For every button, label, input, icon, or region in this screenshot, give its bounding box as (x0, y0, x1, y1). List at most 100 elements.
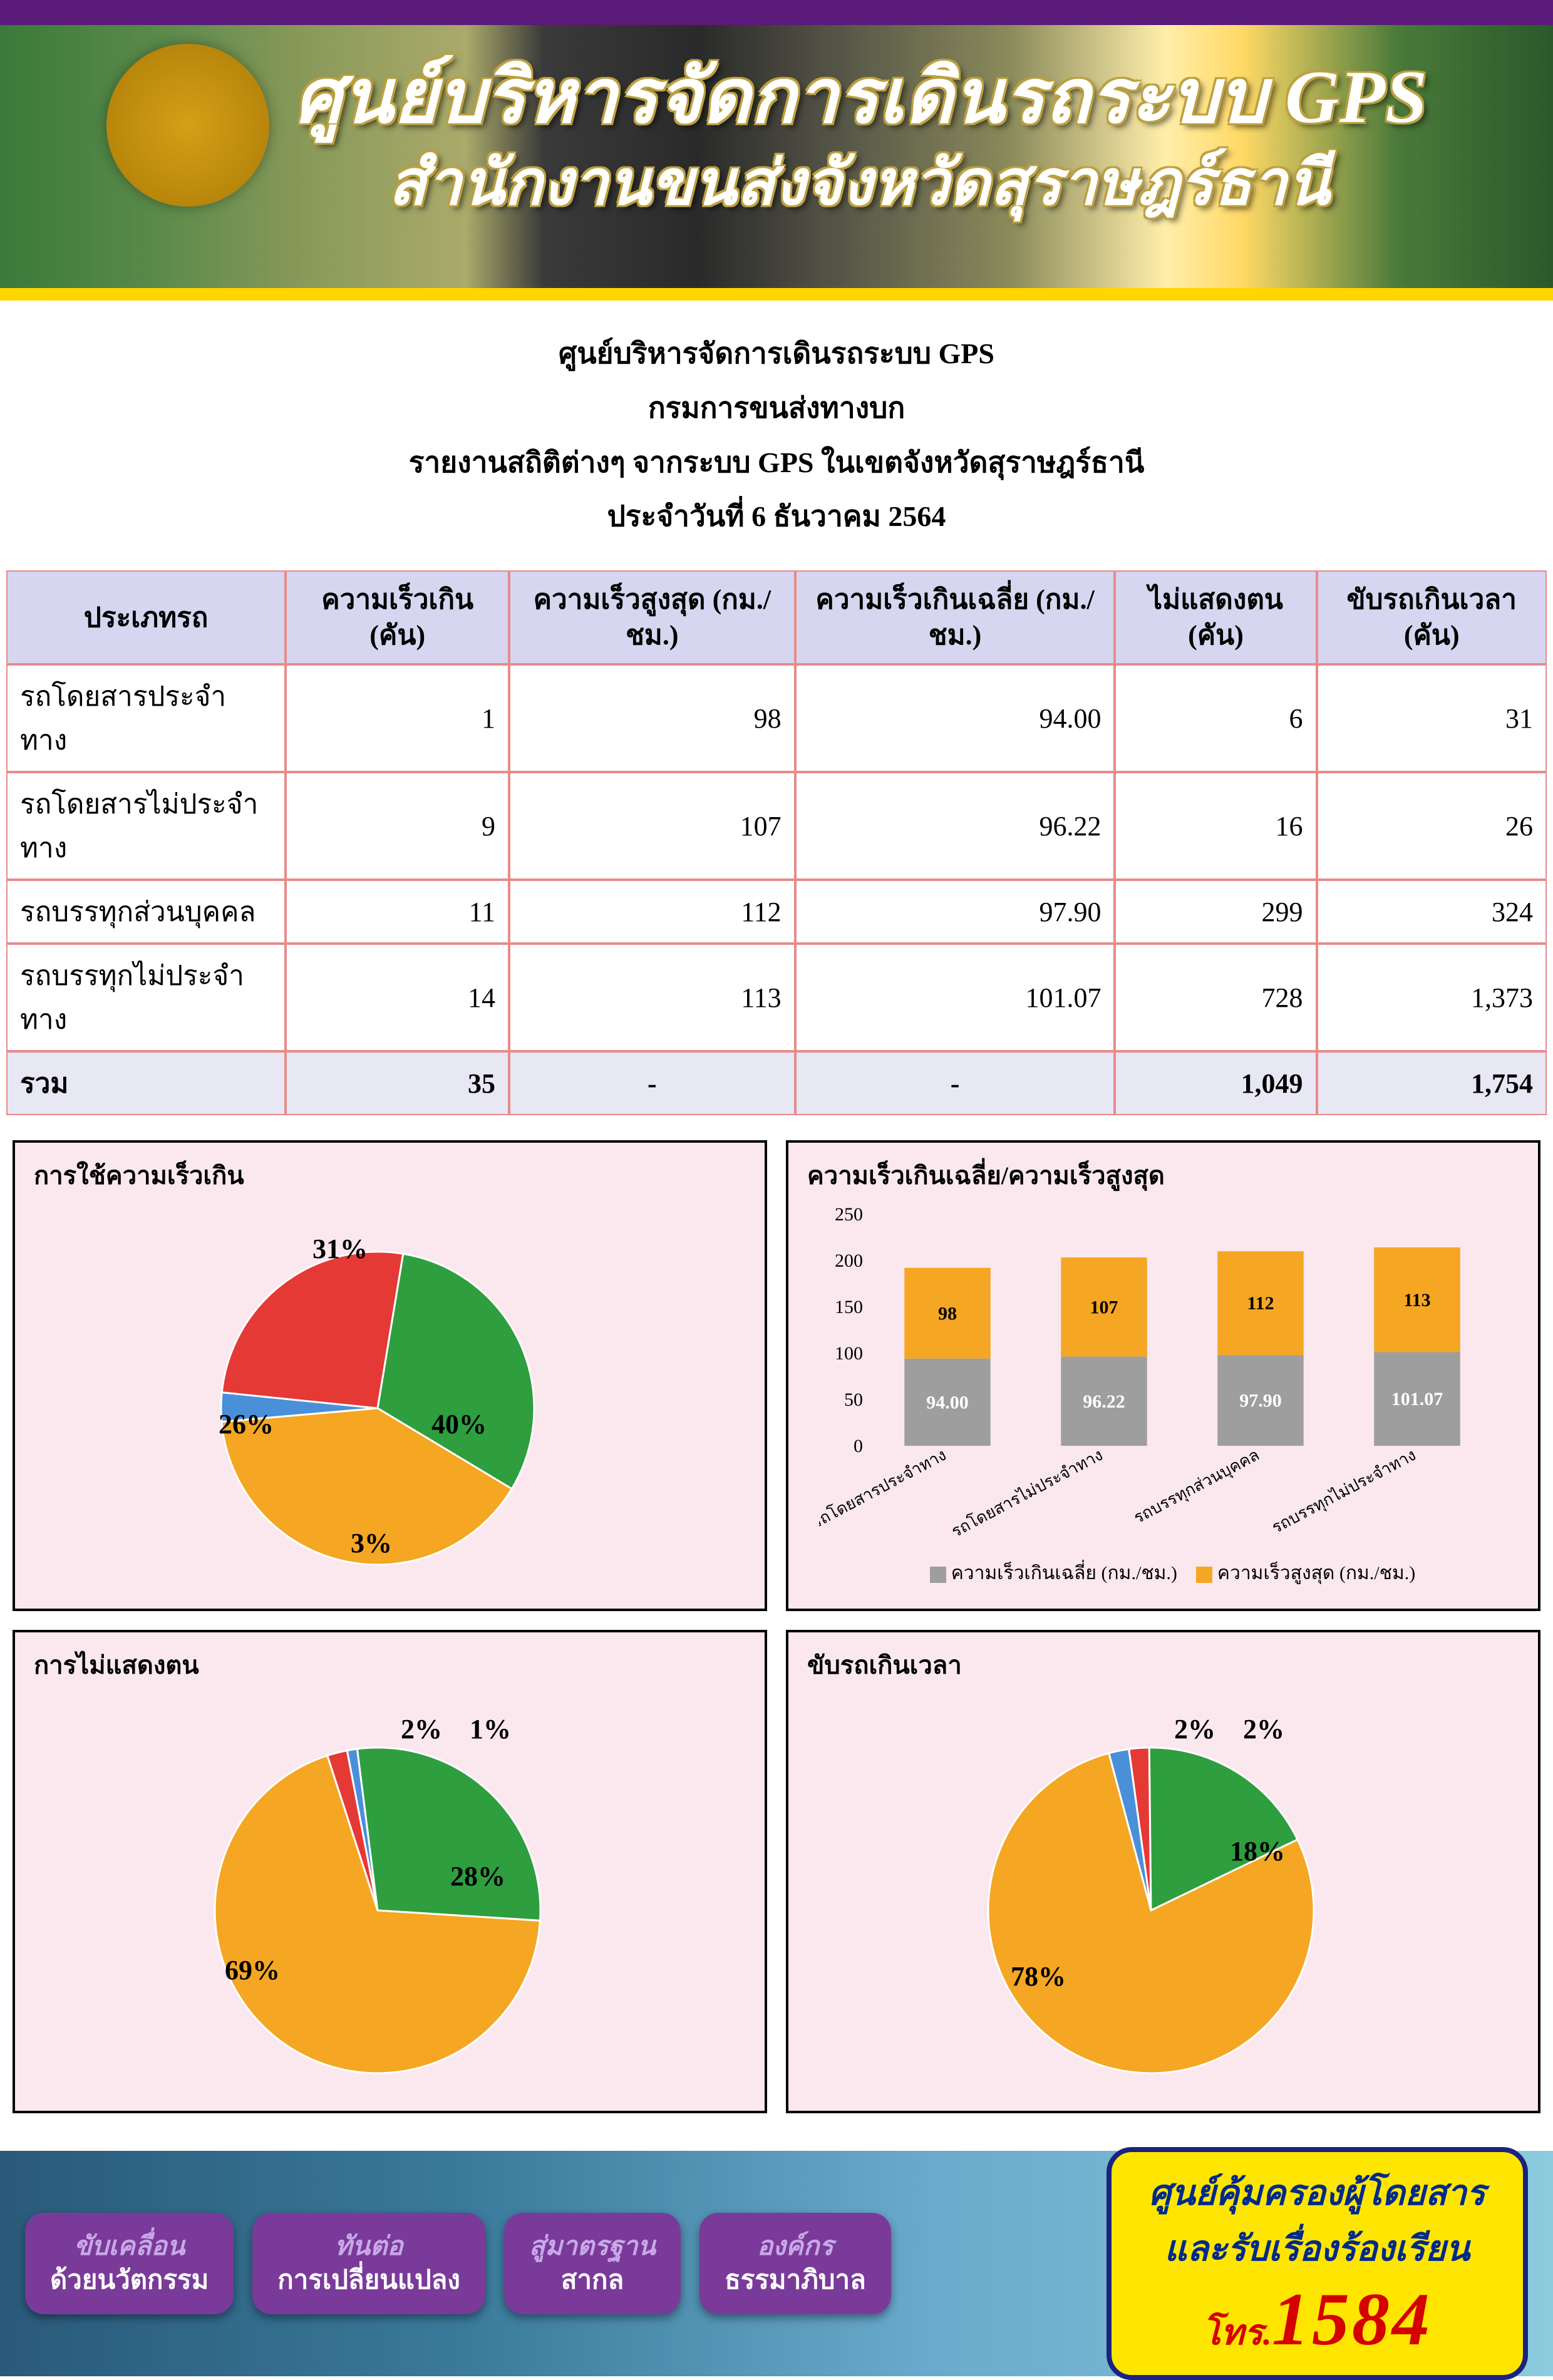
y-tick-label: 0 (854, 1436, 863, 1456)
bubble-top: ขับเคลื่อน (50, 2232, 209, 2262)
table-cell: 97.90 (795, 880, 1115, 944)
bubble-top: องค์กร (725, 2232, 866, 2262)
table-cell: 16 (1115, 772, 1316, 880)
legend-label: ความเร็วเกินเฉลี่ย (กม./ชม.) (951, 1563, 1177, 1584)
table-cell: - (795, 1051, 1115, 1115)
bar-value-label: 101.07 (1391, 1389, 1443, 1409)
table-cell: 26 (1317, 772, 1547, 880)
table-row: รถบรรทุกส่วนบุคคล1111297.90299324 (6, 880, 1547, 944)
bar-category-label: รถโดยสารประจำทาง (819, 1445, 949, 1532)
cta-line-1: ศูนย์คุ้มครองผู้โดยสาร (1149, 2165, 1485, 2220)
bar-value-label: 97.90 (1239, 1391, 1282, 1411)
pie-slice (357, 1748, 540, 1920)
cta-line-3: โทร.1584 (1149, 2276, 1485, 2362)
info-line-1: ศูนย์บริหารจัดการเดินรถระบบ GPS (0, 328, 1553, 380)
bar-value-label: 107 (1090, 1297, 1118, 1318)
bubble-bottom: การเปลี่ยนแปลง (277, 2265, 460, 2295)
y-tick-label: 50 (844, 1389, 863, 1410)
table-total-row: รวม35--1,0491,754 (6, 1051, 1547, 1115)
table-row: รถโดยสารไม่ประจำทาง910796.221626 (6, 772, 1547, 880)
table-cell: 96.22 (795, 772, 1115, 880)
pie-label: 2% (1243, 1714, 1284, 1744)
table-header: ขับรถเกินเวลา (คัน) (1317, 570, 1547, 664)
pie-noshow-title: การไม่แสดงตน (34, 1645, 746, 1685)
bar-category-label: รถบรรทุกส่วนบุคคล (1130, 1446, 1262, 1528)
bar-value-label: 94.00 (926, 1393, 969, 1413)
table-row: รถโดยสารประจำทาง19894.00631 (6, 664, 1547, 772)
table-cell: 299 (1115, 880, 1316, 944)
table-cell: รถบรรทุกส่วนบุคคล (6, 880, 286, 944)
pie-overtime-chart: ขับรถเกินเวลา 2% 2% 18% 78% (786, 1630, 1540, 2113)
table-cell: 1,373 (1317, 944, 1547, 1051)
table-header: ประเภทรถ (6, 570, 286, 664)
bubble-bottom: ธรรมาภิบาล (725, 2265, 866, 2295)
table-cell: 98 (509, 664, 795, 772)
table-cell: รวม (6, 1051, 286, 1115)
agency-logo (106, 44, 269, 207)
table-cell: 14 (286, 944, 509, 1051)
info-block: ศูนย์บริหารจัดการเดินรถระบบ GPS กรมการขน… (0, 301, 1553, 564)
footer-banner: ขับเคลื่อนด้วยนวัตกรรมทันต่อการเปลี่ยนแป… (0, 2151, 1553, 2376)
pie-label: 3% (351, 1528, 392, 1558)
table-cell: 1,049 (1115, 1051, 1316, 1115)
legend-label: ความเร็วสูงสุด (กม./ชม.) (1217, 1563, 1415, 1584)
pie-label: 2% (1174, 1714, 1215, 1744)
info-line-4: ประจำวันที่ 6 ธันวาคม 2564 (0, 491, 1553, 543)
table-header: ความเร็วเกิน (คัน) (286, 570, 509, 664)
footer-bubble: องค์กรธรรมาภิบาล (699, 2213, 891, 2315)
table-cell: - (509, 1051, 795, 1115)
header-subtitle: สำนักงานขนส่งจังหวัดสุราษฎร์ธานี (294, 144, 1515, 222)
bar-category-label: รถบรรทุกไม่ประจำทาง (1268, 1445, 1419, 1538)
info-line-2: กรมการขนส่งทางบก (0, 383, 1553, 435)
table-header: ความเร็วเกินเฉลี่ย (กม./ชม.) (795, 570, 1115, 664)
footer-bubble: ขับเคลื่อนด้วยนวัตกรรม (25, 2213, 234, 2315)
table-cell: 1 (286, 664, 509, 772)
bar-value-label: 96.22 (1083, 1391, 1125, 1412)
table-cell: 324 (1317, 880, 1547, 944)
table-cell: รถโดยสารประจำทาง (6, 664, 286, 772)
pie-overtime-title: ขับรถเกินเวลา (807, 1645, 1519, 1685)
header-title: ศูนย์บริหารจัดการเดินรถระบบ GPS (294, 50, 1515, 144)
table-header: ไม่แสดงตน (คัน) (1115, 570, 1316, 664)
pie-label: 1% (470, 1714, 511, 1744)
table-cell: 11 (286, 880, 509, 944)
legend-swatch (930, 1567, 946, 1583)
bar-category-label: รถโดยสารไม่ประจำทาง (948, 1445, 1106, 1541)
footer-bubble: สู่มาตรฐานสากล (504, 2213, 681, 2315)
pie-label: 18% (1230, 1836, 1285, 1867)
pie-noshow-chart: การไม่แสดงตน 2%1%28%69% (13, 1630, 767, 2113)
pie-label: 69% (225, 1955, 280, 1986)
bar-speed-chart: ความเร็วเกินเฉลี่ย/ความเร็วสูงสุด 050100… (786, 1140, 1540, 1611)
table-cell: 113 (509, 944, 795, 1051)
table-cell: 6 (1115, 664, 1316, 772)
info-line-3: รายงานสถิติต่างๆ จากระบบ GPS ในเขตจังหวั… (0, 437, 1553, 489)
table-cell: รถโดยสารไม่ประจำทาง (6, 772, 286, 880)
bubble-bottom: ด้วยนวัตกรรม (50, 2265, 209, 2295)
table-header: ความเร็วสูงสุด (กม./ชม.) (509, 570, 795, 664)
pie-label: 26% (219, 1409, 274, 1440)
bar-value-label: 113 (1403, 1290, 1430, 1311)
table-cell: 728 (1115, 944, 1316, 1051)
footer-bubble: ทันต่อการเปลี่ยนแปลง (252, 2213, 485, 2315)
legend-swatch (1196, 1567, 1212, 1583)
y-tick-label: 250 (835, 1204, 863, 1225)
header-banner: ศูนย์บริหารจัดการเดินรถระบบ GPS สำนักงาน… (0, 0, 1553, 301)
table-cell: 94.00 (795, 664, 1115, 772)
y-tick-label: 150 (835, 1297, 863, 1317)
y-tick-label: 200 (835, 1250, 863, 1271)
pie-speed-chart: การใช้ความเร็วเกิน 3%26%31%40% (13, 1140, 767, 1611)
stats-table: ประเภทรถความเร็วเกิน (คัน)ความเร็วสูงสุด… (6, 570, 1547, 1115)
bubble-bottom: สากล (529, 2265, 656, 2295)
table-cell: 101.07 (795, 944, 1115, 1051)
bubble-top: สู่มาตรฐาน (529, 2232, 656, 2262)
table-row: รถบรรทุกไม่ประจำทาง14113101.077281,373 (6, 944, 1547, 1051)
bar-value-label: 112 (1247, 1293, 1274, 1314)
footer-cta: ศูนย์คุ้มครองผู้โดยสาร และรับเรื่องร้องเ… (1107, 2147, 1528, 2380)
pie-label: 2% (401, 1714, 442, 1744)
bar-value-label: 98 (938, 1304, 957, 1324)
table-cell: 107 (509, 772, 795, 880)
table-cell: 112 (509, 880, 795, 944)
pie-label: 78% (1011, 1961, 1066, 1992)
pie-slice (222, 1252, 403, 1408)
table-cell: 1,754 (1317, 1051, 1547, 1115)
